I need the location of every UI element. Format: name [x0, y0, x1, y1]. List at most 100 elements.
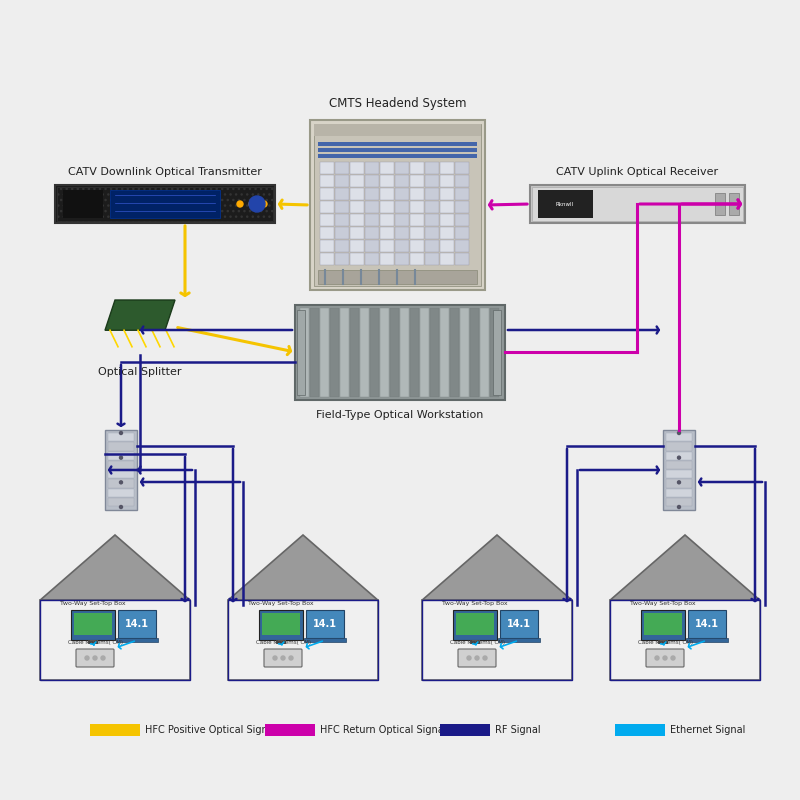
- Bar: [425, 201, 439, 213]
- FancyBboxPatch shape: [76, 649, 114, 667]
- Circle shape: [93, 656, 97, 660]
- Bar: [493, 310, 501, 395]
- Bar: [440, 724, 490, 736]
- Text: Rknwll: Rknwll: [556, 202, 574, 206]
- Bar: [455, 240, 469, 252]
- Bar: [425, 188, 439, 200]
- Bar: [490, 308, 499, 397]
- Circle shape: [85, 656, 89, 660]
- Bar: [108, 461, 134, 469]
- Bar: [300, 308, 309, 397]
- Bar: [335, 240, 349, 252]
- Bar: [460, 308, 469, 397]
- Bar: [265, 724, 315, 736]
- Bar: [440, 175, 454, 187]
- Bar: [365, 253, 379, 265]
- Bar: [314, 124, 481, 286]
- Bar: [395, 175, 409, 187]
- Bar: [480, 308, 489, 397]
- Polygon shape: [610, 535, 760, 600]
- Polygon shape: [105, 300, 175, 330]
- Bar: [318, 154, 477, 158]
- Circle shape: [249, 196, 265, 212]
- Text: Ethernet Signal: Ethernet Signal: [670, 725, 746, 735]
- Bar: [380, 227, 394, 239]
- Bar: [455, 253, 469, 265]
- Bar: [610, 600, 760, 680]
- Bar: [455, 162, 469, 174]
- Bar: [400, 308, 409, 397]
- Bar: [470, 308, 479, 397]
- Bar: [420, 308, 429, 397]
- Bar: [335, 162, 349, 174]
- Bar: [350, 240, 364, 252]
- Bar: [335, 188, 349, 200]
- Bar: [40, 600, 190, 680]
- Bar: [410, 201, 424, 213]
- Bar: [615, 724, 665, 736]
- Bar: [90, 724, 140, 736]
- Bar: [335, 214, 349, 226]
- Bar: [498, 638, 540, 642]
- Bar: [641, 610, 685, 640]
- Bar: [228, 600, 378, 680]
- Circle shape: [467, 656, 471, 660]
- Bar: [320, 175, 334, 187]
- Bar: [440, 162, 454, 174]
- Bar: [686, 638, 728, 642]
- Bar: [455, 188, 469, 200]
- Bar: [108, 498, 134, 506]
- Polygon shape: [422, 535, 572, 600]
- FancyBboxPatch shape: [264, 649, 302, 667]
- Bar: [380, 188, 394, 200]
- Text: RF Signal: RF Signal: [495, 725, 541, 735]
- Bar: [365, 201, 379, 213]
- Text: Two-Way Set-Top Box: Two-Way Set-Top Box: [630, 602, 696, 606]
- Bar: [380, 201, 394, 213]
- Bar: [440, 201, 454, 213]
- Bar: [538, 190, 593, 218]
- Bar: [108, 451, 134, 460]
- Circle shape: [281, 656, 285, 660]
- Circle shape: [119, 481, 122, 484]
- Bar: [116, 638, 158, 642]
- Bar: [658, 640, 668, 644]
- Bar: [320, 240, 334, 252]
- Bar: [350, 188, 364, 200]
- Bar: [330, 308, 339, 397]
- Bar: [390, 308, 399, 397]
- Bar: [666, 489, 692, 497]
- Bar: [320, 162, 334, 174]
- Bar: [410, 240, 424, 252]
- Bar: [644, 614, 682, 635]
- Polygon shape: [228, 535, 378, 600]
- Bar: [314, 124, 481, 136]
- Bar: [365, 175, 379, 187]
- Bar: [395, 253, 409, 265]
- Bar: [440, 253, 454, 265]
- Bar: [395, 240, 409, 252]
- Bar: [440, 188, 454, 200]
- Circle shape: [663, 656, 667, 660]
- Bar: [360, 308, 369, 397]
- Text: Field-Type Optical Workstation: Field-Type Optical Workstation: [316, 410, 484, 420]
- Bar: [450, 308, 459, 397]
- Bar: [422, 600, 572, 680]
- Bar: [259, 610, 303, 640]
- Bar: [440, 227, 454, 239]
- Text: Two-Way Set-Top Box: Two-Way Set-Top Box: [248, 602, 314, 606]
- Bar: [365, 227, 379, 239]
- Bar: [532, 187, 743, 221]
- Bar: [310, 120, 485, 290]
- Bar: [350, 214, 364, 226]
- Bar: [395, 227, 409, 239]
- Bar: [610, 600, 760, 680]
- Bar: [380, 240, 394, 252]
- Bar: [365, 188, 379, 200]
- Text: CMTS Headend System: CMTS Headend System: [329, 97, 466, 110]
- Bar: [380, 162, 394, 174]
- Bar: [295, 305, 505, 400]
- Bar: [666, 498, 692, 506]
- Bar: [335, 253, 349, 265]
- Bar: [108, 489, 134, 497]
